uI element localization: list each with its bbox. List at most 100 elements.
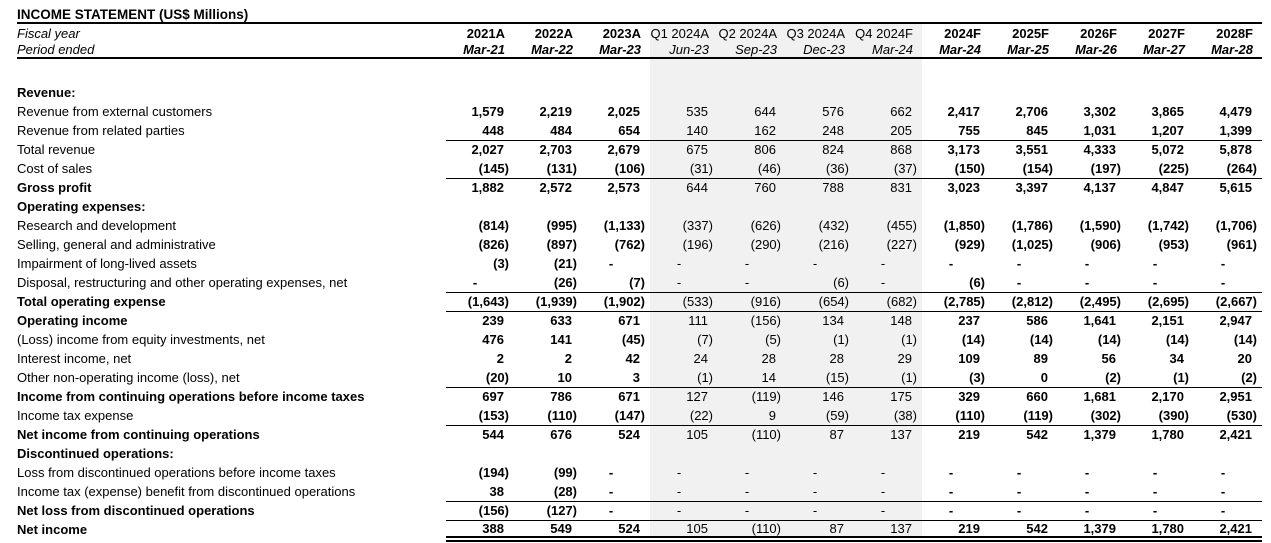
value-cell	[718, 197, 786, 216]
value-cell: 4,137	[1083, 180, 1116, 196]
value-cell: 87	[786, 519, 854, 542]
period-ended-header: Dec-23	[786, 42, 854, 59]
value-cell: -	[1220, 465, 1226, 480]
value-cell: (1,902)	[582, 291, 650, 312]
value-cell: 2,027	[471, 142, 504, 158]
row-label: (Loss) income from equity investments, n…	[17, 332, 265, 347]
value-cell: 24	[650, 349, 718, 368]
value-cell: -	[1016, 465, 1022, 480]
value-cell: -	[1084, 256, 1090, 271]
row-discontinued-section: Discontinued operations:	[17, 444, 1262, 463]
value-cell: (150)	[922, 159, 990, 179]
value-cell: -	[608, 256, 614, 271]
value-cell	[514, 444, 582, 463]
row-label: Gross profit	[17, 180, 92, 195]
fiscal-year-header: Q2 2024A	[718, 24, 786, 42]
value-cell: (1,706)	[1215, 218, 1257, 233]
row-income-tax-expense: Income tax expense (153) (110) (147) (22) 9 (5…	[17, 406, 1262, 426]
value-cell: (156)	[446, 500, 514, 520]
value-cell: -	[990, 500, 1058, 520]
value-cell: (110)	[718, 519, 786, 542]
value-cell: (131)	[514, 159, 582, 179]
row-label: Income tax expense	[17, 408, 134, 423]
value-cell: (110)	[718, 425, 786, 444]
value-cell: -	[608, 483, 614, 499]
period-ended-header: Jun-23	[650, 42, 718, 59]
value-cell: 544	[482, 427, 504, 443]
value-cell: -	[786, 254, 854, 273]
value-cell: 824	[786, 140, 854, 159]
value-cell: -	[786, 482, 854, 501]
value-cell: -	[608, 465, 614, 480]
value-cell: 127	[650, 386, 718, 406]
row-net-income: Net income 388 549 524 105 (110) 87 137 219 542 1,…	[17, 519, 1262, 542]
value-cell: 4,333	[1083, 142, 1116, 158]
value-cell: 28	[786, 349, 854, 368]
value-cell: -	[650, 500, 718, 520]
value-cell: (6)	[969, 274, 985, 290]
row-label: Income from continuing operations before…	[17, 389, 365, 404]
value-cell: 5,615	[1219, 180, 1252, 196]
value-cell: (916)	[718, 291, 786, 312]
spacer-cell	[854, 58, 922, 83]
value-cell: 9	[718, 406, 786, 426]
value-cell: 675	[650, 140, 718, 159]
value-cell: (59)	[786, 406, 854, 426]
value-cell: 5,072	[1151, 142, 1184, 158]
value-cell: -	[922, 500, 990, 520]
fiscal-year-header: 2023A	[602, 25, 641, 41]
spacer-cell	[514, 58, 582, 83]
value-cell: (682)	[854, 291, 922, 312]
fiscal-year-header: Q4 2024F	[854, 24, 922, 42]
row-total-operating-expense: Total operating expense (1,643) (1,939) (1,…	[17, 291, 1262, 312]
value-cell: 1,379	[1083, 427, 1116, 443]
value-cell	[446, 197, 514, 216]
value-cell: (302)	[1058, 406, 1126, 426]
value-cell: (26)	[553, 274, 577, 290]
fiscal-year-header: 2027F	[1148, 25, 1185, 41]
row-interest-income: Interest income, net 2 2 42 24 28 28 29 109 89 56 3…	[17, 349, 1262, 368]
value-cell: 1,379	[1058, 519, 1126, 542]
value-cell: (216)	[786, 235, 854, 254]
value-cell: 2,170	[1126, 386, 1194, 406]
value-cell	[1194, 444, 1262, 463]
spacer-cell	[582, 58, 650, 83]
value-cell: 868	[854, 140, 922, 159]
spacer-cell	[922, 58, 990, 83]
value-cell: 34	[1169, 351, 1184, 366]
row-label: Research and development	[17, 218, 176, 233]
value-cell: (194)	[478, 465, 509, 480]
value-cell: -	[1084, 274, 1090, 290]
value-cell: 654	[582, 121, 650, 141]
value-cell: 89	[1033, 351, 1048, 366]
value-cell: 788	[786, 178, 854, 197]
value-cell: (390)	[1126, 406, 1194, 426]
spacer-cell	[17, 58, 446, 83]
value-cell: -	[854, 273, 922, 292]
value-cell: 2,417	[947, 104, 980, 119]
row-label: Loss from discontinued operations before…	[17, 465, 336, 480]
value-cell: (227)	[854, 235, 922, 254]
value-cell: -	[718, 463, 786, 482]
value-cell: -	[1152, 256, 1158, 271]
value-cell: (106)	[582, 159, 650, 179]
value-cell: (147)	[582, 406, 650, 426]
value-cell: -	[786, 500, 854, 520]
row-sga: Selling, general and administrative (826)…	[17, 235, 1262, 254]
row-label: Impairment of long-lived assets	[17, 256, 197, 271]
period-ended-label: Period ended	[17, 42, 446, 59]
row-cost-of-sales: Cost of sales (145) (131) (106) (31) (46) (36)…	[17, 159, 1262, 179]
period-ended-header: Mar-28	[1194, 42, 1262, 59]
spacer-cell	[718, 58, 786, 83]
value-cell	[1058, 197, 1126, 216]
row-label: Net income	[17, 522, 88, 537]
value-cell: (153)	[446, 406, 514, 426]
value-cell: 388	[446, 519, 514, 542]
value-cell	[786, 197, 854, 216]
value-cell: (3)	[969, 369, 985, 385]
value-cell: 140	[650, 121, 718, 141]
value-cell: 662	[854, 102, 922, 121]
value-cell: -	[718, 273, 786, 292]
row-equity-investments: (Loss) income from equity investments, n…	[17, 330, 1262, 349]
period-ended-header: Mar-21	[446, 42, 514, 59]
